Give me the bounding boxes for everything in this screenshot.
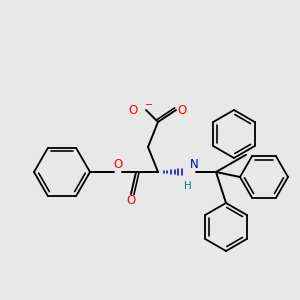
- Text: H: H: [184, 181, 192, 191]
- Text: O: O: [177, 103, 186, 116]
- Text: O: O: [126, 194, 136, 207]
- Text: −: −: [145, 100, 153, 110]
- Text: O: O: [129, 103, 138, 116]
- Text: O: O: [113, 158, 123, 171]
- Text: N: N: [190, 158, 199, 171]
